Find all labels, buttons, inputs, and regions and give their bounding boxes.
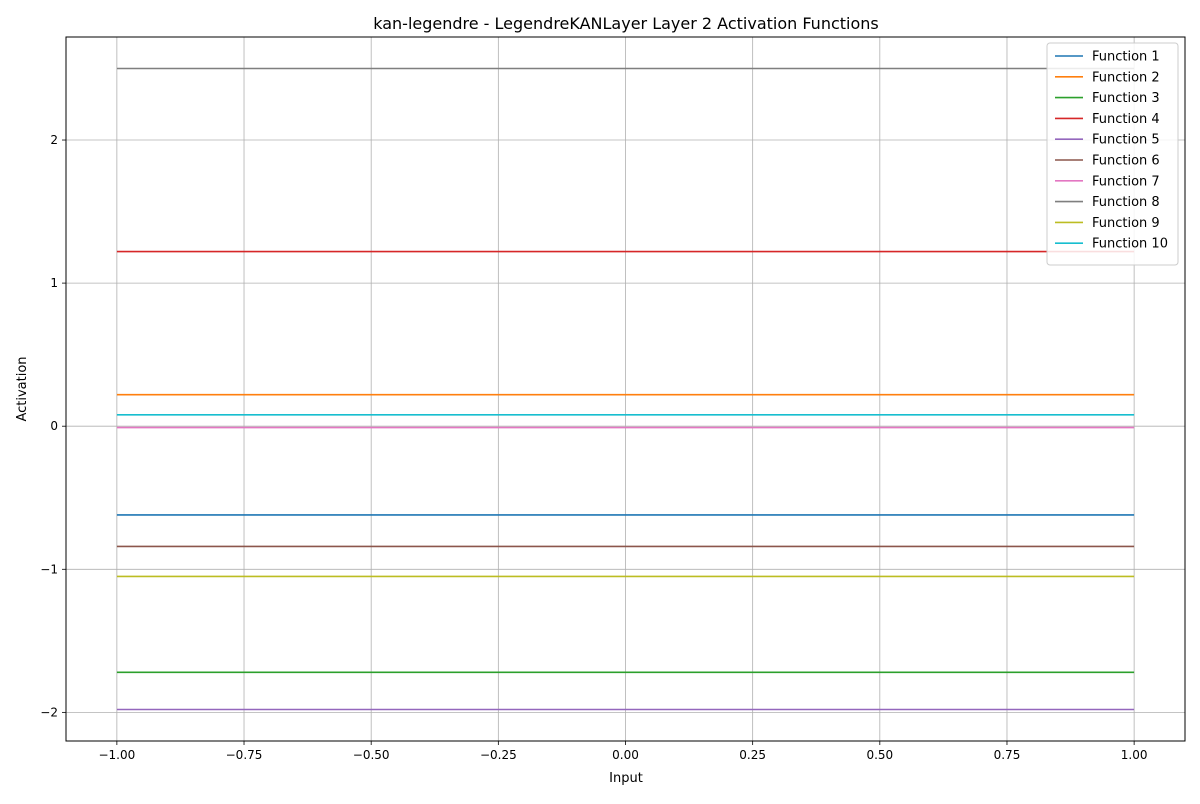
y-axis-label: Activation <box>15 356 30 421</box>
legend-label: Function 1 <box>1092 50 1160 65</box>
x-tick-label: −0.25 <box>480 748 517 762</box>
legend-box <box>1046 42 1179 266</box>
legend-label: Function 9 <box>1092 216 1160 231</box>
y-tick-label: −1 <box>40 562 58 576</box>
y-axis-ticks: −2 −1 0 1 2 <box>40 133 66 719</box>
x-tick-label: −1.00 <box>98 748 135 762</box>
legend-label: Function 8 <box>1092 195 1160 210</box>
x-tick-label: 0.75 <box>994 748 1021 762</box>
legend-label: Function 2 <box>1092 70 1160 85</box>
legend-label: Function 7 <box>1092 174 1160 189</box>
y-tick-label: 1 <box>50 276 58 290</box>
legend-label: Function 5 <box>1092 133 1160 148</box>
legend: Function 1 Function 2 Function 3 Function 4… <box>1046 42 1179 266</box>
legend-label: Function 6 <box>1092 154 1160 169</box>
x-axis-ticks: −1.00 −0.75 −0.50 −0.25 0.00 0.25 0.50 0.75 1.00 <box>98 741 1147 762</box>
x-tick-label: 0.25 <box>739 748 766 762</box>
x-tick-label: 0.50 <box>866 748 893 762</box>
chart-title: kan-legendre - LegendreKANLayer Layer 2 … <box>373 14 879 33</box>
legend-label: Function 3 <box>1092 91 1160 106</box>
y-tick-label: 2 <box>50 133 58 147</box>
x-tick-label: 0.00 <box>612 748 639 762</box>
y-tick-label: −2 <box>40 705 58 719</box>
x-tick-label: −0.75 <box>226 748 263 762</box>
series-lines <box>116 67 1135 711</box>
legend-label: Function 10 <box>1092 237 1168 252</box>
x-tick-label: −0.50 <box>353 748 390 762</box>
y-tick-label: 0 <box>50 419 58 433</box>
x-axis-label: Input <box>609 771 643 786</box>
grid <box>66 37 1185 741</box>
legend-label: Function 4 <box>1092 112 1160 127</box>
x-tick-label: 1.00 <box>1121 748 1148 762</box>
